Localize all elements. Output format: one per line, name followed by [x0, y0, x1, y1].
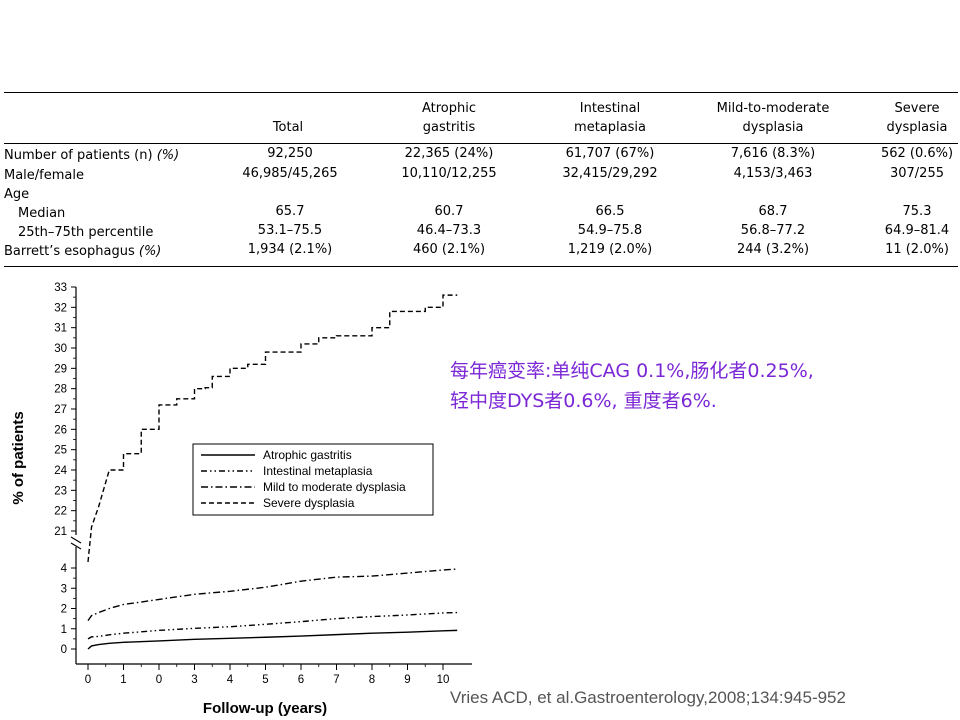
legend-label: Mild to moderate dysplasia: [263, 480, 406, 494]
column-header-intestinal-metaplasia: Intestinal metaplasia: [574, 101, 646, 135]
legend-label: Severe dysplasia: [263, 496, 355, 510]
y-tick-label: 33: [54, 282, 67, 294]
table-cell: 460 (2.1%): [412, 242, 486, 257]
y-tick-label: 28: [54, 384, 67, 396]
table-cell: 46.4–73.3: [416, 223, 482, 238]
table-cell: 54.9–75.8: [577, 223, 643, 238]
x-tick-label: 6: [298, 674, 304, 686]
table-cell: 7,616 (8.3%): [730, 146, 816, 161]
x-tick-label: 7: [333, 674, 339, 686]
table-cell: 68.7: [758, 204, 788, 219]
x-tick-label: 8: [369, 674, 375, 686]
severe-dysplasia-line: [87, 294, 458, 562]
table-cell: 307/255: [889, 166, 944, 181]
table-cell: 244 (3.2%): [736, 242, 810, 257]
row-label-unit: (%): [134, 244, 162, 259]
x-tick-label: 0: [85, 674, 91, 686]
table-cell: 56.8–77.2: [740, 223, 806, 238]
row-label: Median: [18, 206, 66, 221]
y-tick-label: 2: [61, 604, 67, 616]
legend-label: Intestinal metaplasia: [263, 464, 373, 478]
y-tick-label: 4: [61, 563, 68, 575]
column-header-total: Total: [272, 120, 304, 135]
y-tick-label: 3: [61, 583, 67, 595]
table-cell: 22,365 (24%): [404, 146, 494, 161]
annotation-line-2: 轻中度DYS者0.6%, 重度者6%.: [450, 390, 717, 412]
table-cell: 92,250: [267, 146, 313, 161]
x-tick-label: 5: [262, 674, 268, 686]
y-axis-label: % of patients: [10, 411, 27, 504]
x-tick-label: 10: [437, 674, 450, 686]
column-header-mild-to-moderate-dysplasia: Mild-to-moderate dysplasia: [716, 101, 830, 135]
table-cell: 75.3: [902, 204, 932, 219]
table-cell: 65.7: [275, 204, 305, 219]
row-label: Male/female: [4, 168, 84, 183]
table-cell: 32,415/29,292: [562, 166, 658, 181]
mild-to-moderate-dysplasia-line: [87, 568, 458, 622]
table-cell: 53.1–75.5: [257, 223, 323, 238]
table-cell: 4,153/3,463: [733, 166, 813, 181]
table-cell: 10,110/12,255: [401, 166, 497, 181]
x-tick-label: 9: [404, 674, 410, 686]
y-axis-break: [70, 536, 82, 550]
y-tick-label: 24: [54, 465, 67, 477]
table-cell: 61,707 (67%): [565, 146, 655, 161]
x-tick-label: 4: [227, 674, 234, 686]
table-cell: 1,934 (2.1%): [247, 242, 333, 257]
table-header-rule: [4, 143, 958, 144]
y-tick-label: 29: [54, 363, 67, 375]
table-bottom-rule: [4, 266, 958, 267]
y-tick-label: 1: [61, 624, 67, 636]
table-cell: 11 (2.0%): [885, 242, 949, 257]
y-tick-label: 25: [54, 445, 67, 457]
row-label: Number of patients (n) (%): [4, 148, 180, 163]
x-tick-label: 3: [191, 674, 197, 686]
citation: Vries ACD, et al.Gastroenterology,2008;1…: [450, 688, 846, 707]
table-top-rule: [4, 92, 958, 93]
x-tick-label: 1: [120, 674, 126, 686]
legend-label: Atrophic gastritis: [263, 448, 352, 462]
y-tick-label: 21: [54, 526, 67, 538]
y-tick-label: 22: [54, 506, 67, 518]
row-label: 25th–75th percentile: [18, 225, 154, 240]
table-cell: 60.7: [434, 204, 464, 219]
atrophic-gastritis-line: [87, 629, 458, 650]
column-header-atrophic-gastritis: Atrophic gastritis: [421, 101, 477, 135]
y-tick-label: 0: [61, 644, 67, 656]
row-label: Barrett’s esophagus (%): [4, 244, 162, 259]
y-tick-label: 30: [54, 343, 67, 355]
table-cell: 1,219 (2.0%): [567, 242, 653, 257]
y-tick-label: 23: [54, 485, 67, 497]
table-cell: 66.5: [595, 204, 625, 219]
y-tick-label: 31: [54, 323, 67, 335]
row-label: Age: [4, 187, 30, 202]
annotation-text: 每年癌变率:单纯CAG 0.1%,肠化者0.25%, 轻中度DYS者0.6%, …: [450, 356, 814, 416]
y-tick-label: 32: [54, 302, 67, 314]
intestinal-metaplasia-line: [87, 611, 458, 640]
y-tick-label: 27: [54, 404, 67, 416]
row-label-unit: (%): [152, 148, 180, 163]
column-header-severe-dysplasia: Severe dysplasia: [886, 101, 948, 135]
table-cell: 46,985/45,265: [242, 166, 338, 181]
annotation-line-1: 每年癌变率:单纯CAG 0.1%,肠化者0.25%,: [450, 360, 814, 382]
table-cell: 64.9–81.4: [884, 223, 950, 238]
x-tick-label: 0: [156, 674, 162, 686]
x-axis-label: Follow-up (years): [203, 700, 327, 717]
y-tick-label: 26: [54, 424, 67, 436]
table-cell: 562 (0.6%): [880, 146, 954, 161]
